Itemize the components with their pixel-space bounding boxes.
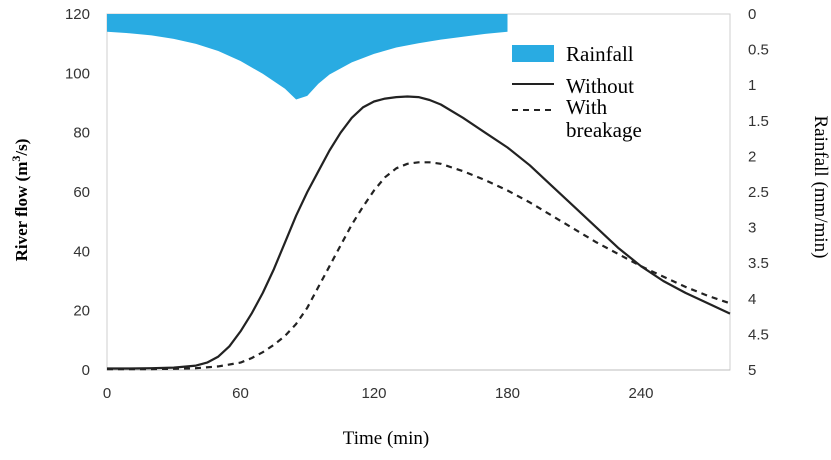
x-tick-label: 0 bbox=[103, 385, 111, 402]
y2-tick-label: 1.5 bbox=[748, 113, 769, 130]
x-tick-label: 60 bbox=[232, 385, 249, 402]
y2-tick-label: 1 bbox=[748, 77, 756, 94]
y2-tick-label: 0.5 bbox=[748, 42, 769, 59]
series-group bbox=[107, 95, 731, 371]
y-tick-label: 40 bbox=[73, 243, 90, 260]
y2-tick-label: 0 bbox=[748, 6, 756, 23]
y2-tick-label: 3.5 bbox=[748, 255, 769, 272]
rainfall-area bbox=[107, 14, 508, 100]
y2-tick-label: 2.5 bbox=[748, 184, 769, 201]
y-axis-title-main: River flow (m bbox=[12, 162, 31, 262]
y-tick-label: 100 bbox=[65, 65, 90, 82]
y2-tick-label: 4.5 bbox=[748, 326, 769, 343]
y-axis-title-tail: /s) bbox=[12, 139, 31, 157]
legend-label-rainfall: Rainfall bbox=[566, 42, 634, 66]
y-tick-label: 0 bbox=[82, 362, 90, 379]
tick-labels-group: 0 60 120 180 240 0 20 40 60 80 100 120 0 0.5 1 1.5 2 2.5 3… bbox=[65, 6, 769, 402]
y-axis-title: River flow (m3/s) bbox=[9, 139, 31, 262]
x-axis-title: Time (min) bbox=[343, 428, 429, 449]
x-tick-label: 120 bbox=[361, 385, 386, 402]
y-tick-label: 120 bbox=[65, 6, 90, 23]
y2-tick-label: 2 bbox=[748, 148, 756, 165]
legend-label-with-2: breakage bbox=[566, 118, 642, 142]
legend-swatch-rainfall bbox=[512, 45, 554, 62]
plot-frame bbox=[106, 13, 731, 371]
y2-axis-title: Rainfall (mm/min) bbox=[810, 115, 831, 258]
series-line-without bbox=[107, 95, 731, 370]
y-axis-title-sup: 3 bbox=[9, 156, 23, 162]
series-line-with-breakage bbox=[107, 161, 731, 371]
axes-group bbox=[106, 13, 731, 371]
legend: Rainfall Without With breakage bbox=[512, 42, 642, 142]
y2-tick-label: 5 bbox=[748, 362, 756, 379]
legend-label-without: Without bbox=[566, 74, 634, 98]
rainfall-group bbox=[107, 14, 508, 100]
y-tick-label: 20 bbox=[73, 303, 90, 320]
y-tick-label: 60 bbox=[73, 184, 90, 201]
y-tick-label: 80 bbox=[73, 125, 90, 142]
x-tick-label: 240 bbox=[628, 385, 653, 402]
y2-tick-label: 4 bbox=[748, 291, 756, 308]
x-tick-label: 180 bbox=[495, 385, 520, 402]
legend-label-with-1: With bbox=[566, 95, 608, 119]
y2-tick-label: 3 bbox=[748, 220, 756, 237]
